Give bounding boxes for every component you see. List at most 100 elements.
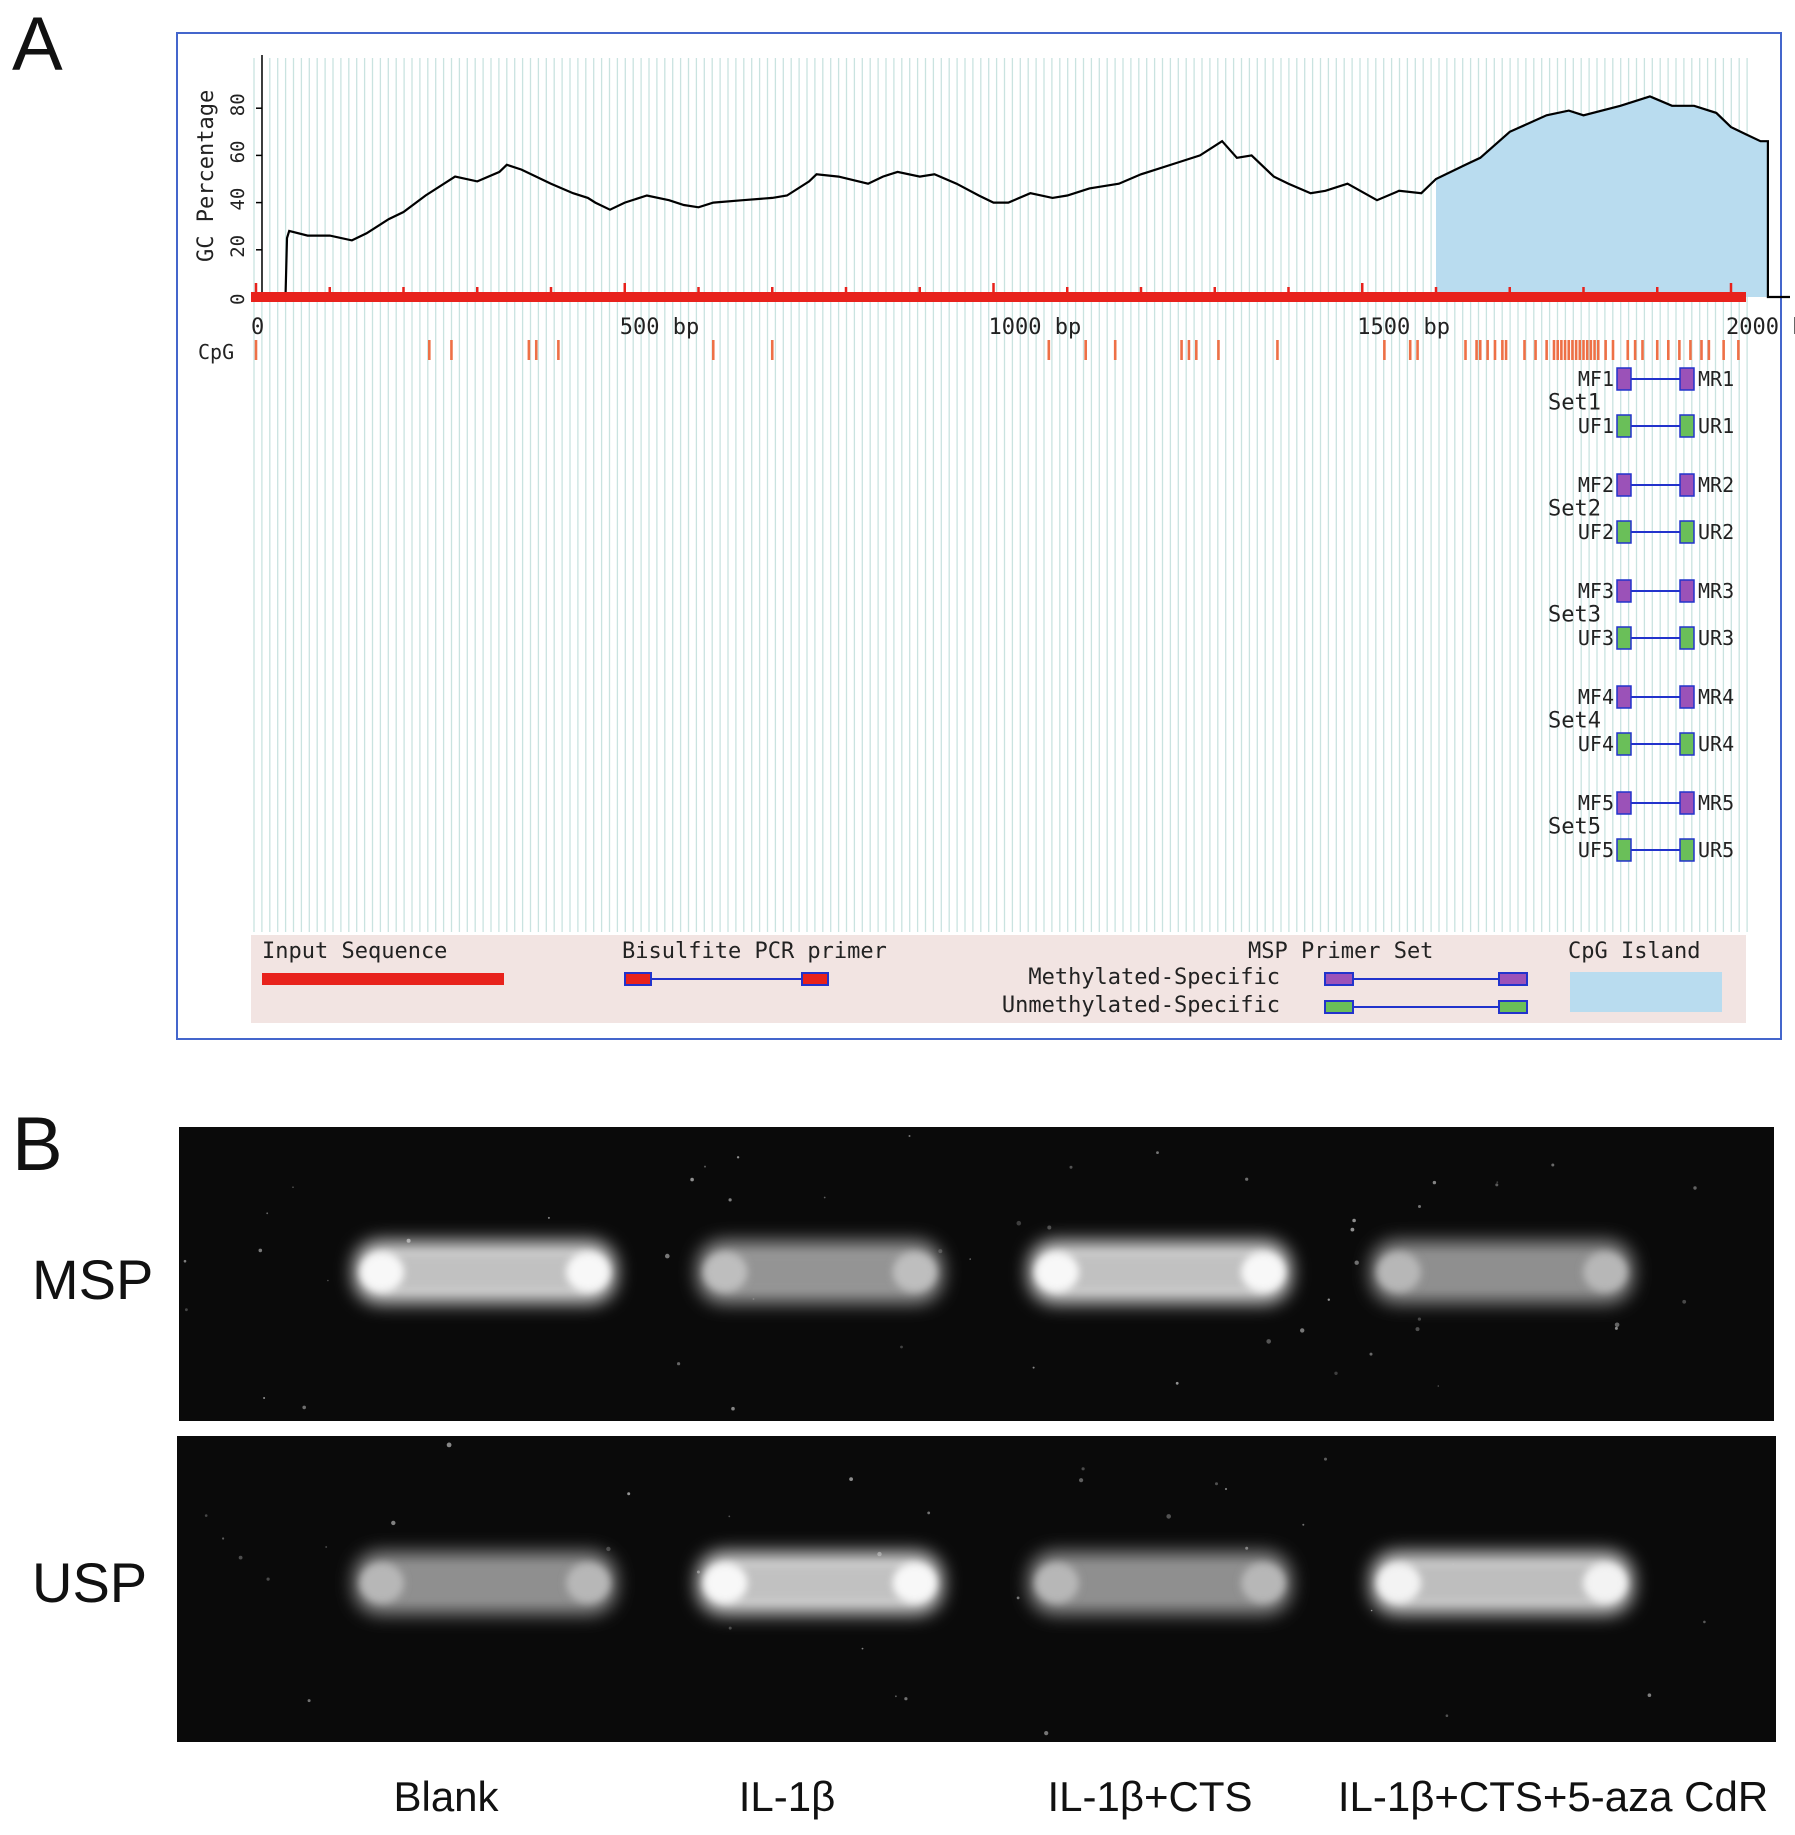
gel-speck bbox=[849, 1477, 853, 1481]
gel-speck bbox=[222, 1537, 225, 1540]
gel-speck bbox=[327, 1279, 329, 1282]
unmethylated-forward-label: UF2 bbox=[1578, 520, 1614, 544]
primer-design-panel: 0 20 40 60 80 GC Percentage 0 500 bp 1000 bp 15… bbox=[176, 32, 1795, 1040]
gel-band bbox=[697, 1552, 943, 1614]
gel-speck bbox=[1302, 1523, 1305, 1526]
gel-panel: MSP USP Blank IL-1β IL-1β+CTS IL-1β+CTS+… bbox=[32, 1127, 1776, 1820]
x-tick-label: 500 bp bbox=[620, 315, 699, 340]
y-axis-label: GC Percentage bbox=[194, 90, 219, 262]
gel-speck bbox=[1437, 1385, 1440, 1387]
gel-speck bbox=[728, 1626, 732, 1630]
gel-speck bbox=[1415, 1327, 1420, 1332]
gel-speck bbox=[904, 1697, 908, 1701]
gel-speck bbox=[731, 1406, 735, 1411]
methylated-reverse-label: MR2 bbox=[1698, 473, 1734, 497]
gel-speck bbox=[606, 1546, 611, 1552]
methylated-reverse-primer bbox=[1679, 473, 1695, 497]
gel-speck bbox=[307, 1699, 311, 1703]
row-label-msp: MSP bbox=[32, 1248, 153, 1311]
methylated-forward-primer bbox=[1616, 473, 1632, 497]
gc-percentage-line bbox=[256, 95, 1790, 299]
legend-unmethylated-left bbox=[1324, 1000, 1354, 1014]
y-tick-label: 40 bbox=[227, 188, 249, 211]
gel-speck bbox=[1016, 1220, 1022, 1226]
gel-speck bbox=[1016, 1596, 1020, 1600]
gel-speck bbox=[927, 1511, 931, 1515]
primer-set-name: Set2 bbox=[1548, 497, 1601, 522]
gel-bands bbox=[354, 1241, 1633, 1614]
gel-speck bbox=[266, 1577, 270, 1581]
legend: Input Sequence Bisulfite PCR primer MSP … bbox=[251, 935, 1746, 1023]
gel-speck bbox=[1432, 1180, 1437, 1185]
panel-b-letter: B bbox=[12, 1102, 63, 1187]
gel-speck bbox=[908, 1135, 911, 1137]
gel-speck bbox=[1032, 1366, 1035, 1369]
primer-set-name: Set3 bbox=[1548, 603, 1601, 628]
legend-methylated-label: Methylated-Specific bbox=[1028, 965, 1280, 990]
gel-speck bbox=[1495, 1183, 1499, 1187]
lane-label-il1b-cts-aza: IL-1β+CTS+5-aza CdR bbox=[1338, 1773, 1768, 1820]
gel-speck bbox=[1245, 1177, 1249, 1181]
legend-unmethylated-right bbox=[1498, 1000, 1528, 1014]
row-label-usp: USP bbox=[32, 1551, 147, 1614]
methylated-reverse-primer bbox=[1679, 685, 1695, 709]
gel-speck bbox=[1352, 1218, 1356, 1223]
sequence-ticks bbox=[254, 283, 1733, 292]
gel-speck bbox=[547, 1216, 550, 1219]
unmethylated-forward-primer bbox=[1616, 838, 1632, 862]
gel-noise bbox=[183, 1135, 1706, 1736]
x-tick-label: 1000 bp bbox=[989, 315, 1082, 340]
unmethylated-forward-label: UF5 bbox=[1578, 838, 1614, 862]
unmethylated-reverse-label: UR2 bbox=[1698, 520, 1734, 544]
legend-bisulfite-left-primer bbox=[624, 972, 652, 986]
unmethylated-reverse-primer bbox=[1679, 626, 1695, 650]
gel-speck bbox=[302, 1405, 307, 1410]
gel-speck bbox=[1551, 1163, 1555, 1167]
gel-speck bbox=[1069, 1165, 1073, 1169]
y-tick-label: 60 bbox=[227, 141, 249, 164]
cpg-sites bbox=[254, 340, 1740, 360]
unmethylated-forward-label: UF4 bbox=[1578, 732, 1614, 756]
gel-speck bbox=[263, 1397, 266, 1399]
x-tick-label: 0 bbox=[251, 315, 264, 340]
unmethylated-reverse-primer bbox=[1679, 732, 1695, 756]
gel-speck bbox=[204, 1514, 208, 1517]
unmethylated-reverse-label: UR3 bbox=[1698, 626, 1734, 650]
gel-speck bbox=[690, 1177, 694, 1182]
gel-speck bbox=[1445, 1714, 1449, 1717]
gel-speck bbox=[677, 1362, 681, 1366]
gel-speck bbox=[1682, 1299, 1687, 1304]
unmethylated-forward-primer bbox=[1616, 732, 1632, 756]
y-tick-label: 20 bbox=[227, 235, 249, 258]
unmethylated-reverse-label: UR5 bbox=[1698, 838, 1734, 862]
methylated-forward-label: MF3 bbox=[1578, 579, 1614, 603]
methylated-forward-primer bbox=[1616, 579, 1632, 603]
methylated-reverse-primer bbox=[1679, 791, 1695, 815]
gel-speck bbox=[823, 1196, 826, 1199]
gel-band bbox=[354, 1241, 616, 1303]
methylated-forward-label: MF1 bbox=[1578, 367, 1614, 391]
gel-speck bbox=[736, 1156, 740, 1159]
gel-speck bbox=[895, 1695, 897, 1698]
gel-speck bbox=[861, 1647, 864, 1650]
legend-bisulfite-right-primer bbox=[801, 972, 829, 986]
gel-speck bbox=[1614, 1326, 1618, 1330]
gel-speck bbox=[1327, 1298, 1331, 1301]
gel-speck bbox=[1647, 1693, 1652, 1697]
methylated-forward-primer bbox=[1616, 367, 1632, 391]
gel-speck bbox=[900, 1345, 903, 1349]
gel-speck bbox=[1369, 1352, 1373, 1356]
lane-label-blank: Blank bbox=[393, 1773, 499, 1820]
gel-speck bbox=[1614, 1322, 1620, 1328]
gel-speck bbox=[627, 1492, 631, 1496]
methylated-reverse-label: MR4 bbox=[1698, 685, 1734, 709]
gel-speck bbox=[1166, 1514, 1171, 1519]
lane-label-il1b: IL-1β bbox=[739, 1773, 836, 1820]
gel-speck bbox=[1496, 1181, 1499, 1184]
gel-speck bbox=[325, 1546, 328, 1548]
gel-speck bbox=[1417, 1317, 1421, 1321]
